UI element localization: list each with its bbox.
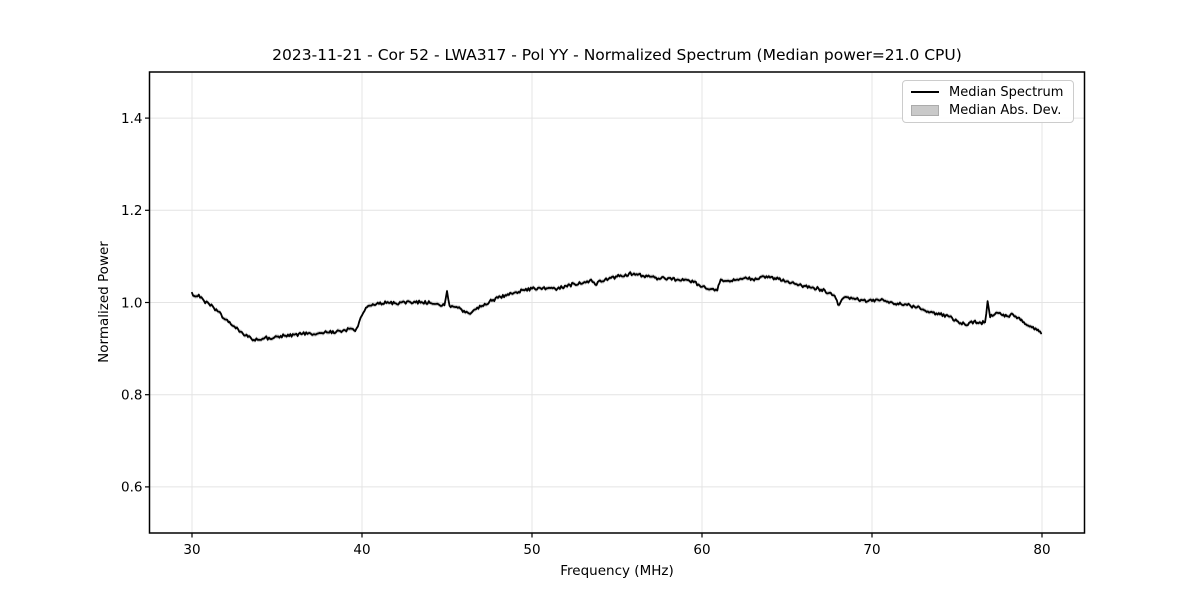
- y-tick-label: 1.2: [121, 203, 142, 219]
- legend-item-median-spectrum: Median Spectrum: [909, 83, 1067, 102]
- legend: Median Spectrum Median Abs. Dev.: [902, 80, 1074, 123]
- x-tick-label: 50: [523, 542, 540, 558]
- line-swatch-icon: [911, 91, 939, 94]
- legend-item-median-abs-dev: Median Abs. Dev.: [909, 102, 1067, 121]
- x-axis-label: Frequency (MHz): [560, 563, 674, 579]
- y-tick-label: 1.0: [121, 295, 142, 311]
- x-tick-label: 60: [693, 542, 710, 558]
- x-tick-label: 80: [1033, 542, 1050, 558]
- legend-label: Median Abs. Dev.: [949, 103, 1062, 119]
- y-tick-label: 0.6: [121, 480, 142, 496]
- median-spectrum-line: [191, 271, 1043, 342]
- chart-title: 2023-11-21 - Cor 52 - LWA317 - Pol YY - …: [272, 46, 962, 64]
- x-tick-label: 30: [183, 542, 200, 558]
- x-tick-label: 40: [353, 542, 370, 558]
- mad-band: [192, 270, 1042, 343]
- patch-swatch-icon: [911, 105, 939, 117]
- y-tick-label: 1.4: [121, 111, 142, 127]
- legend-label: Median Spectrum: [949, 84, 1064, 100]
- x-tick-label: 70: [863, 542, 880, 558]
- y-tick-label: 0.8: [121, 388, 142, 404]
